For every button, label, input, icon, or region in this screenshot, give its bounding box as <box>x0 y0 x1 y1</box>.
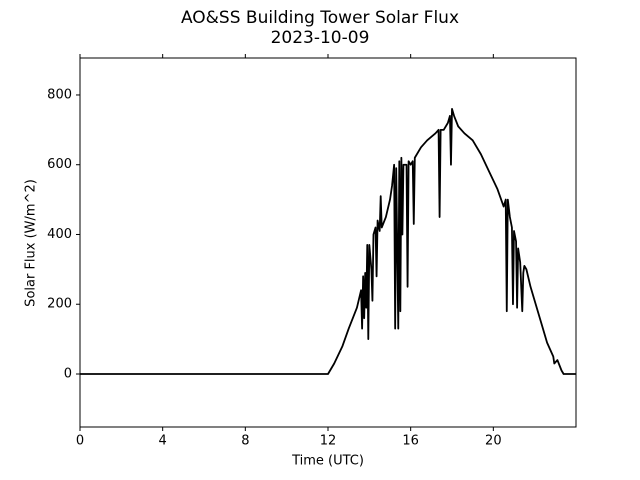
plot-frame <box>79 57 577 428</box>
flux-line <box>80 108 576 375</box>
y-tick-label: 0 <box>64 366 72 381</box>
x-tick-label: 16 <box>402 434 419 449</box>
x-tick-label: 20 <box>485 434 502 449</box>
y-tick-label: 800 <box>47 87 72 102</box>
x-tick-label: 12 <box>320 434 337 449</box>
y-axis-label: Solar Flux (W/m^2) <box>24 179 39 307</box>
chart-subtitle: 2023-10-09 <box>271 28 370 48</box>
y-tick-label: 200 <box>47 297 72 312</box>
chart-title: AO&SS Building Tower Solar Flux <box>181 8 459 28</box>
x-tick-label: 0 <box>76 434 84 449</box>
y-tick-label: 600 <box>47 157 72 172</box>
x-tick-label: 4 <box>159 434 167 449</box>
x-axis-label: Time (UTC) <box>291 454 364 469</box>
y-tick-label: 400 <box>47 227 72 242</box>
x-tick-label: 8 <box>241 434 249 449</box>
